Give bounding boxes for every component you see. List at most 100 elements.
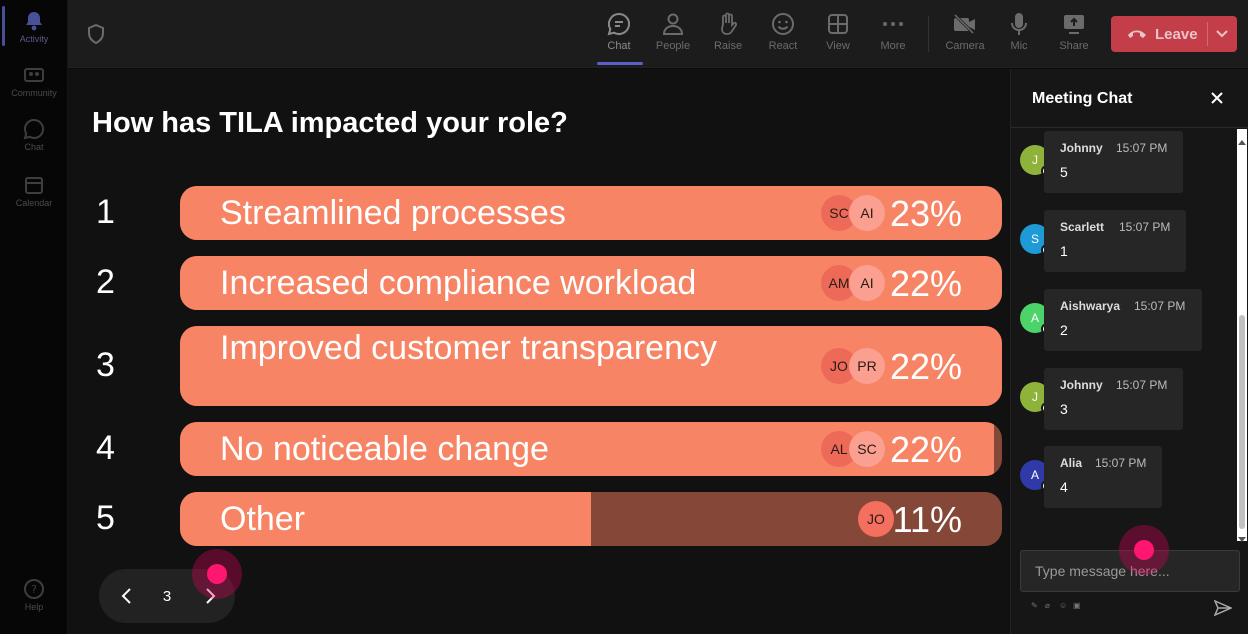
grid-icon xyxy=(825,10,851,38)
voter-avatar: SC xyxy=(849,431,885,467)
chat-message-text: 4 xyxy=(1060,479,1068,495)
chat-message[interactable]: Johnny 15:07 PM 3 xyxy=(1044,368,1183,430)
community-icon xyxy=(23,64,45,86)
shield-icon[interactable] xyxy=(86,23,106,45)
emoji-icon[interactable]: ☺ xyxy=(1059,601,1068,610)
chat-message[interactable]: Aishwarya 15:07 PM 2 xyxy=(1044,289,1202,351)
chat-message-text: 1 xyxy=(1060,243,1068,259)
poll-option-bar[interactable]: Improved customer transparency 22% JO PR xyxy=(180,326,1002,406)
toolbar-chat-button[interactable]: Chat xyxy=(594,10,644,60)
poll-option-label: Increased compliance workload xyxy=(220,264,697,302)
toolbar-button-label: React xyxy=(768,40,798,52)
poll-option-bar[interactable]: No noticeable change 22% AL SC xyxy=(180,422,1002,476)
voter-avatar: AI xyxy=(849,265,885,301)
voter-avatar: AI xyxy=(849,195,885,231)
chat-message-text: 5 xyxy=(1060,164,1068,180)
option-number: 3 xyxy=(96,346,115,384)
rail-active-indicator xyxy=(2,6,5,46)
chat-sender-name: Aishwarya xyxy=(1060,299,1121,313)
chat-title: Meeting Chat xyxy=(1032,90,1133,107)
more-icon xyxy=(880,10,906,38)
toolbar-view-button[interactable]: View xyxy=(813,10,863,60)
leave-label: Leave xyxy=(1155,25,1198,43)
send-icon[interactable] xyxy=(1213,599,1233,617)
chat-sender-name: Johnny xyxy=(1060,141,1103,155)
chat-timestamp: 15:07 PM xyxy=(1095,456,1147,470)
calendar-icon xyxy=(23,174,45,196)
gif-icon[interactable]: ▣ xyxy=(1073,601,1081,610)
camera-off-icon xyxy=(952,10,978,38)
poll-option-percent: 22% xyxy=(889,263,962,304)
toolbar-more-button[interactable]: More xyxy=(868,10,918,60)
toolbar-button-label: Camera xyxy=(945,40,985,52)
toolbar-share-button[interactable]: Share xyxy=(1049,10,1099,60)
scroll-down-icon[interactable] xyxy=(1238,530,1246,548)
chevron-left-icon[interactable] xyxy=(117,586,137,606)
rail-item-label: Calendar xyxy=(15,198,53,208)
toolbar-button-label: Mic xyxy=(1010,40,1028,52)
chat-sender-name: Johnny xyxy=(1060,378,1103,392)
chat-avatar-initial: S xyxy=(1030,232,1039,246)
voter-avatar: PR xyxy=(849,348,885,384)
chat-avatar-initial: J xyxy=(1032,390,1038,404)
poll-option-fill xyxy=(180,492,591,546)
rail-item-label: Community xyxy=(11,88,57,98)
toolbar-button-label: People xyxy=(655,40,691,52)
chat-icon xyxy=(23,118,45,140)
chat-message[interactable]: Alia 15:07 PM 4 xyxy=(1044,446,1162,508)
chat-timestamp: 15:07 PM xyxy=(1116,141,1168,155)
chevron-right-icon[interactable] xyxy=(200,586,220,606)
option-number: 5 xyxy=(96,499,115,537)
poll-option-label: Improved customer transparency xyxy=(220,329,717,367)
toolbar-button-label: More xyxy=(880,40,906,52)
toolbar-mic-button[interactable]: Mic xyxy=(994,10,1044,60)
chevron-down-icon[interactable] xyxy=(1215,26,1229,44)
leave-divider xyxy=(1207,22,1208,46)
chat-message[interactable]: Scarlett 15:07 PM 1 xyxy=(1044,210,1186,272)
poll-option-bar[interactable]: Increased compliance workload 22% AM AI xyxy=(180,256,1002,310)
format-icon[interactable]: ✎ xyxy=(1031,601,1038,610)
leave-button[interactable]: Leave xyxy=(1111,16,1237,52)
rail-item-help[interactable]: ? Help xyxy=(0,578,68,612)
toolbar-button-label: Raise xyxy=(713,40,743,52)
scroll-up-icon[interactable] xyxy=(1238,132,1246,150)
chat-header-divider xyxy=(1011,127,1248,128)
meeting-toolbar: Chat People Raise React View More C xyxy=(68,0,1248,68)
rail-item-activity[interactable]: Activity xyxy=(0,10,68,44)
app-rail: Activity Community Chat Calendar ? Help xyxy=(0,0,68,634)
poll-option-label: Streamlined processes xyxy=(220,194,566,232)
svg-text:?: ? xyxy=(31,583,37,596)
poll-option-bar[interactable]: Streamlined processes 23% SC AI xyxy=(180,186,1002,240)
poll-option-percent: 22% xyxy=(889,429,962,470)
toolbar-button-label: View xyxy=(826,40,850,52)
attach-icon[interactable]: ⌀ xyxy=(1045,601,1050,610)
option-number: 4 xyxy=(96,429,115,467)
message-composer xyxy=(1020,550,1240,592)
active-tab-indicator xyxy=(597,62,643,65)
mic-icon xyxy=(1006,10,1032,38)
phone-hangup-icon xyxy=(1127,26,1147,43)
help-icon: ? xyxy=(23,578,45,600)
message-input[interactable] xyxy=(1035,561,1225,581)
poll-option-bar[interactable]: Other 11% JO xyxy=(180,492,1002,546)
rail-item-calendar[interactable]: Calendar xyxy=(0,174,68,208)
option-number: 2 xyxy=(96,263,115,301)
poll-stage: How has TILA impacted your role? 1 Stream… xyxy=(68,69,1010,634)
meeting-chat-panel: Meeting Chat J Johnny 15:07 PM 5 S Scarlett 15… xyxy=(1010,69,1248,634)
toolbar-button-label: Share xyxy=(1059,40,1089,52)
toolbar-raise-button[interactable]: Raise xyxy=(703,10,753,60)
chat-message[interactable]: Johnny 15:07 PM 5 xyxy=(1044,131,1183,193)
rail-item-label: Help xyxy=(24,602,44,612)
chat-scrollbar-thumb[interactable] xyxy=(1239,315,1245,529)
toolbar-react-button[interactable]: React xyxy=(758,10,808,60)
chat-avatar-initial: A xyxy=(1030,468,1039,482)
toolbar-camera-button[interactable]: Camera xyxy=(940,10,990,60)
rail-item-chat[interactable]: Chat xyxy=(0,118,68,152)
rail-item-label: Activity xyxy=(19,34,49,44)
chat-sender-name: Scarlett xyxy=(1060,220,1105,234)
close-icon[interactable] xyxy=(1210,91,1226,107)
rail-item-label: Chat xyxy=(24,142,44,152)
rail-item-community[interactable]: Community xyxy=(0,64,68,98)
composer-tools: ✎ ⌀ ☺ ▣ xyxy=(1031,601,1081,610)
toolbar-people-button[interactable]: People xyxy=(648,10,698,60)
